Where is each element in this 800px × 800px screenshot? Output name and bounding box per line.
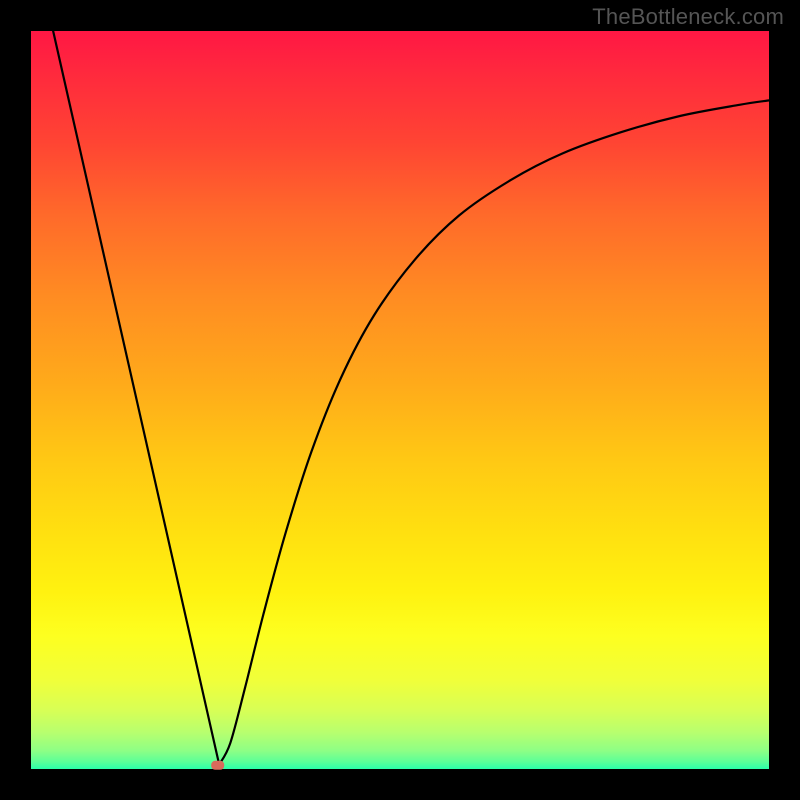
watermark-text: TheBottleneck.com: [592, 4, 784, 30]
bottleneck-chart: [0, 0, 800, 800]
chart-container: TheBottleneck.com: [0, 0, 800, 800]
chart-background: [31, 31, 769, 769]
minimum-marker: [211, 761, 224, 770]
